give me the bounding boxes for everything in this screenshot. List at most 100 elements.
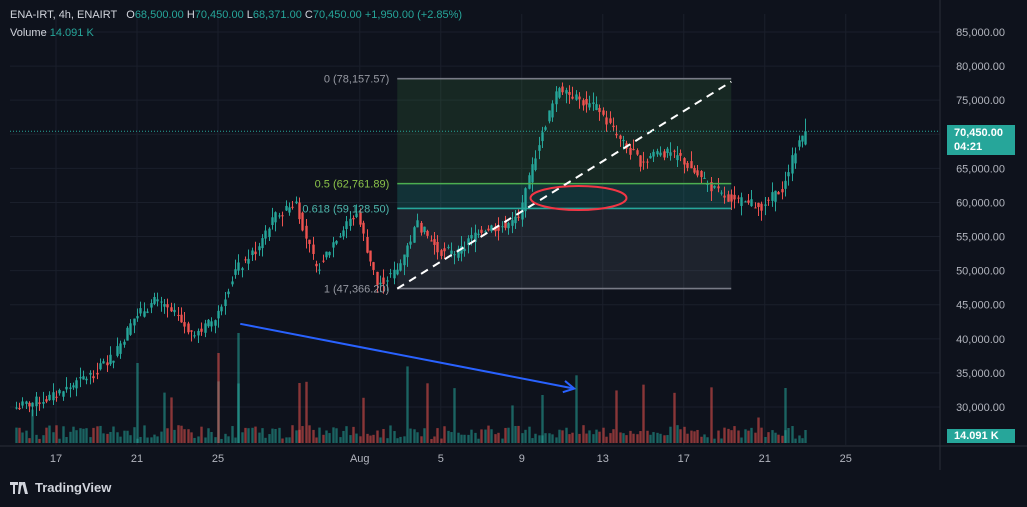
candle-body bbox=[62, 391, 65, 397]
volume-bar bbox=[126, 430, 129, 443]
volume-bar bbox=[133, 427, 136, 443]
volume-bar bbox=[686, 433, 689, 443]
volume-bar bbox=[450, 432, 453, 443]
volume-bar bbox=[139, 436, 142, 443]
candle-body bbox=[798, 140, 801, 147]
candle-body bbox=[555, 91, 558, 105]
volume-bar bbox=[18, 427, 21, 443]
fib-trend-line bbox=[396, 80, 732, 290]
volume-bar bbox=[220, 438, 223, 443]
candle-body bbox=[544, 127, 547, 130]
volume-bar bbox=[541, 395, 544, 443]
volume-bar bbox=[123, 430, 126, 443]
y-axis-tick-label: 85,000.00 bbox=[956, 27, 1005, 39]
volume-bar bbox=[369, 435, 372, 443]
candle-body bbox=[163, 304, 166, 307]
candle-body bbox=[750, 199, 753, 207]
candle-body bbox=[740, 197, 743, 206]
candle-body bbox=[28, 402, 31, 407]
candle-body bbox=[42, 402, 45, 404]
candle-body bbox=[268, 228, 271, 238]
candle-body bbox=[126, 327, 129, 341]
candle-body bbox=[376, 271, 379, 285]
volume-bar bbox=[652, 432, 655, 443]
volume-bar bbox=[406, 366, 409, 443]
volume-bar bbox=[352, 426, 355, 443]
volume-bar bbox=[659, 433, 662, 443]
volume-bar bbox=[227, 436, 230, 443]
candle-body bbox=[730, 194, 733, 202]
volume-bar bbox=[399, 436, 402, 443]
volume-bar bbox=[342, 430, 345, 443]
candle-body bbox=[102, 361, 105, 364]
y-axis-tick-label: 65,000.00 bbox=[956, 163, 1005, 175]
volume-bar bbox=[609, 433, 612, 443]
volume-bar bbox=[727, 428, 730, 443]
volume-bar bbox=[332, 427, 335, 443]
candle-body bbox=[470, 235, 473, 239]
candle-body bbox=[227, 291, 230, 295]
candle-body bbox=[183, 322, 186, 327]
volume-bar bbox=[65, 436, 68, 443]
bar-countdown: 04:21 bbox=[954, 141, 983, 153]
fib-level-label: 0.5 (62,761.89) bbox=[315, 179, 390, 191]
volume-label[interactable]: Volume bbox=[10, 27, 47, 39]
volume-bar bbox=[224, 433, 227, 443]
open-value: 68,500.00 bbox=[134, 9, 184, 21]
volume-bar bbox=[48, 425, 51, 443]
open-label: O bbox=[126, 9, 135, 21]
candle-body bbox=[109, 354, 112, 365]
candles-group bbox=[15, 82, 807, 443]
candle-body bbox=[771, 192, 774, 201]
volume-bar bbox=[774, 432, 777, 443]
volume-bar bbox=[345, 426, 348, 443]
volume-bar bbox=[416, 432, 419, 443]
volume-bar bbox=[740, 437, 743, 443]
candle-body bbox=[21, 401, 24, 406]
candle-body bbox=[507, 223, 510, 229]
x-axis-tick-label: 25 bbox=[840, 453, 852, 465]
change-value: +1,950.00 (+2.85%) bbox=[364, 9, 463, 21]
volume-bar bbox=[720, 438, 723, 443]
volume-bar bbox=[420, 436, 423, 443]
volume-bar bbox=[436, 428, 439, 443]
volume-bar bbox=[474, 432, 477, 443]
volume-bar bbox=[35, 434, 38, 443]
candle-body bbox=[784, 180, 787, 189]
volume-bar bbox=[89, 437, 92, 443]
volume-bar bbox=[470, 429, 473, 443]
volume-bar bbox=[501, 438, 504, 443]
volume-bar bbox=[649, 434, 652, 443]
volume-bar bbox=[730, 430, 733, 443]
candle-body bbox=[48, 394, 51, 401]
candle-body bbox=[757, 202, 760, 207]
candle-body bbox=[696, 170, 699, 176]
volume-bar bbox=[622, 433, 625, 443]
volume-bar bbox=[487, 425, 490, 443]
candle-body bbox=[744, 201, 747, 203]
volume-bar bbox=[757, 417, 760, 443]
candle-body bbox=[231, 281, 234, 285]
volume-bar bbox=[484, 429, 487, 443]
candle-body bbox=[55, 396, 58, 398]
candle-body bbox=[406, 245, 409, 258]
candle-body bbox=[15, 407, 18, 409]
volume-bar bbox=[305, 381, 308, 443]
volume-bar bbox=[460, 434, 463, 443]
candle-body bbox=[801, 135, 804, 142]
candle-body bbox=[450, 250, 453, 254]
volume-bar bbox=[231, 426, 234, 443]
candle-body bbox=[214, 320, 217, 326]
tradingview-logo[interactable]: TradingView bbox=[10, 480, 111, 495]
volume-bar bbox=[760, 427, 763, 443]
symbol-label[interactable]: ENA-IRT, 4h, ENAIRT bbox=[10, 9, 118, 21]
candle-body bbox=[723, 195, 726, 198]
volume-bar bbox=[514, 425, 517, 443]
candle-body bbox=[52, 392, 55, 401]
candle-body bbox=[116, 346, 119, 356]
candle-body bbox=[571, 96, 574, 99]
volume-bar bbox=[585, 433, 588, 443]
volume-bar bbox=[288, 437, 291, 443]
volume-bar bbox=[166, 428, 169, 443]
